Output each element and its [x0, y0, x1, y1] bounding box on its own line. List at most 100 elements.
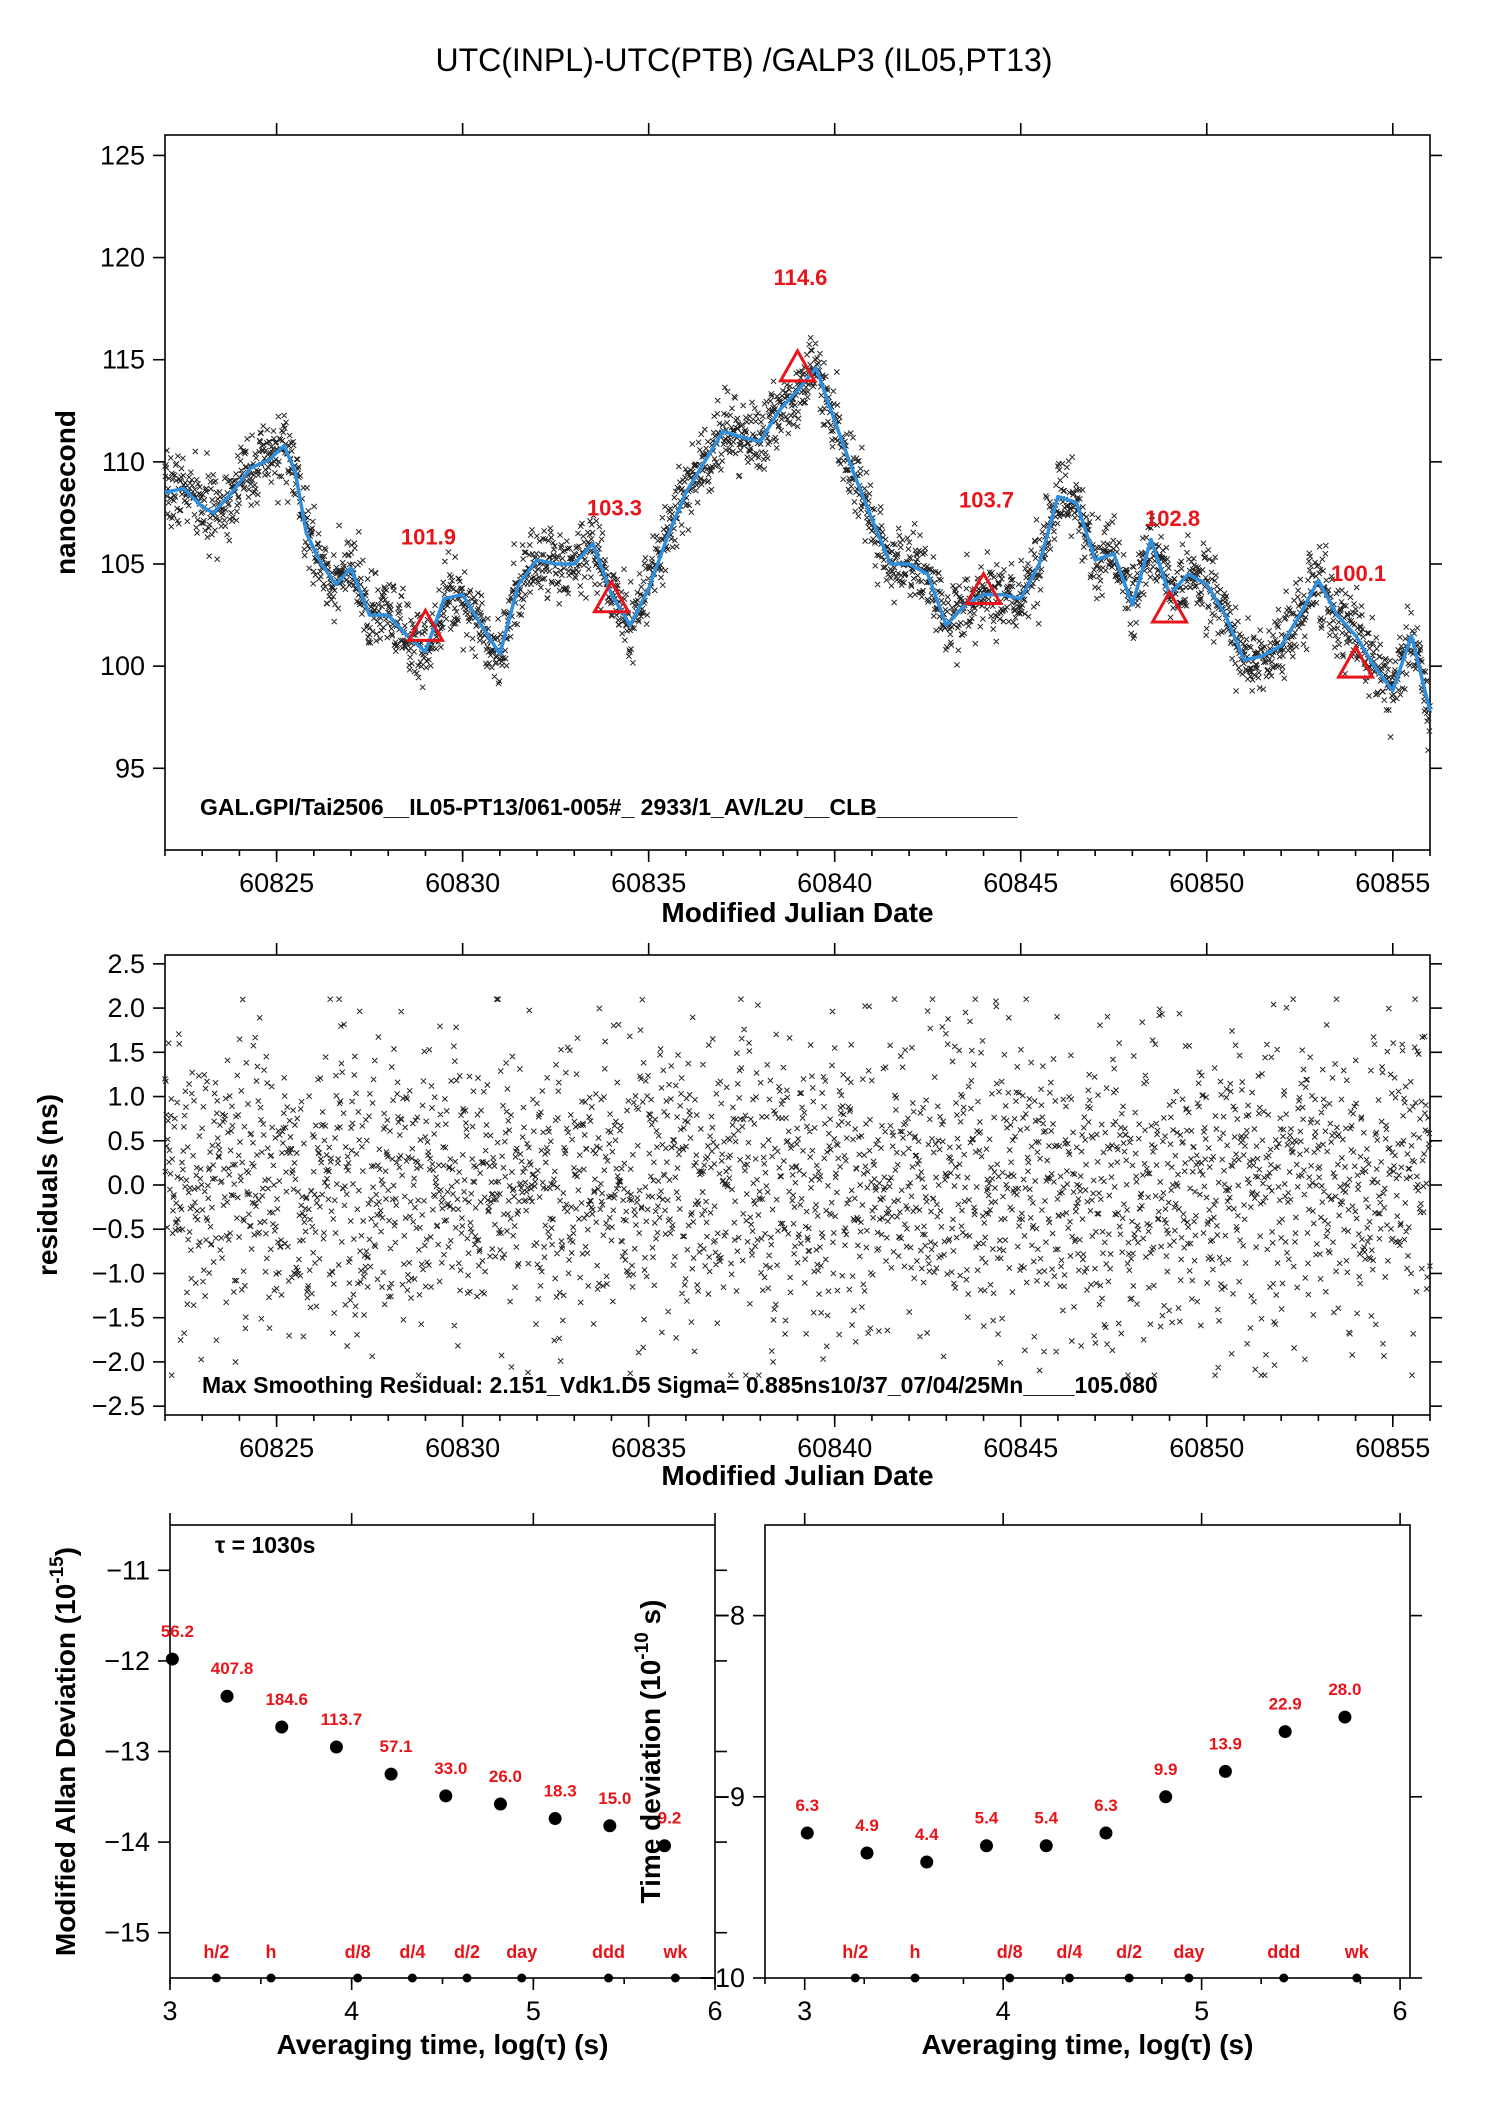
tdev-axes: −10 −9 −8 3 4 5 6 — [699, 1513, 1422, 2026]
top-triangle-marker — [1336, 644, 1376, 679]
res-xtick-label: 60845 — [983, 1433, 1058, 1463]
tdev-time-marker — [1005, 1973, 1015, 1983]
mdev-point — [603, 1819, 617, 1833]
page-title: UTC(INPL)-UTC(PTB) /GALP3 (IL05,PT13) — [435, 42, 1053, 78]
mdev-point-label: 33.0 — [434, 1759, 467, 1778]
tdev-ytick-label: −8 — [714, 1601, 745, 1631]
tdev-point-label: 6.3 — [795, 1796, 819, 1815]
mdev-time-marker — [353, 1973, 363, 1983]
tdev-point — [1218, 1764, 1232, 1778]
res-xtick-label: 60850 — [1169, 1433, 1244, 1463]
mdev-point-label: 15.0 — [598, 1789, 631, 1808]
mdev-point — [493, 1797, 507, 1811]
tdev-time-marker-label: day — [1173, 1942, 1204, 1962]
top-triangle-marker — [777, 347, 818, 383]
mdev-point-label: 18.3 — [544, 1782, 577, 1801]
residuals-note: Max Smoothing Residual: 2.151_Vdk1.D5 Si… — [202, 1372, 1158, 1398]
top-triangle-marker — [1149, 588, 1190, 624]
mdev-point — [657, 1839, 671, 1853]
mdev-time-marker-label: wk — [662, 1942, 688, 1962]
mdev-time-marker — [462, 1973, 472, 1983]
res-axes: −2.5 −2.0 −1.5 −1.0 −0.5 0.0 0.5 1.0 1.5 2.0 2.5 60… — [92, 943, 1442, 1463]
top-ylabel: nanosecond — [50, 410, 81, 575]
tdev-xtick-label: 4 — [996, 1996, 1011, 2026]
mdev-ylabel: Modified Allan Deviation (10-15) — [47, 1547, 81, 1956]
top-xtick-label: 60830 — [425, 868, 500, 898]
res-xtick-label: 60855 — [1355, 1433, 1430, 1463]
res-ytick-label: 0.0 — [107, 1170, 145, 1200]
mdev-point — [329, 1740, 343, 1754]
res-ytick-label: −2.5 — [92, 1391, 145, 1421]
res-ytick-label: 1.0 — [107, 1082, 145, 1112]
mdev-point-label: 57.1 — [380, 1737, 413, 1756]
tdev-point — [1039, 1839, 1053, 1853]
tdev-time-marker — [910, 1973, 920, 1983]
tdev-point — [979, 1839, 993, 1853]
mdev-tau-note: τ = 1030s — [215, 1532, 315, 1558]
res-ytick-label: 2.0 — [107, 993, 145, 1023]
top-frame — [164, 134, 1431, 851]
res-xtick-label: 60830 — [425, 1433, 500, 1463]
res-xtick-label: 60840 — [797, 1433, 872, 1463]
mdev-time-marker-label: d/2 — [454, 1942, 480, 1962]
top-marker-value: 103.3 — [587, 496, 642, 521]
residual-marks — [162, 996, 1433, 1379]
tdev-time-marker — [1184, 1973, 1194, 1983]
mdev-ytick-label: −13 — [104, 1737, 150, 1767]
top-marker-value: 100.1 — [1331, 561, 1386, 586]
tdev-time-marker-label: wk — [1344, 1942, 1370, 1962]
tdev-time-marker-label: h/2 — [842, 1942, 868, 1962]
mdev-frame — [169, 1524, 716, 1979]
top-ytick-label: 100 — [100, 651, 145, 681]
top-ytick-label: 120 — [100, 243, 145, 273]
top-note: GAL.GPI/Tai2506__IL05-PT13/061-005#_ 293… — [200, 794, 1018, 820]
mdev-time-marker-label: d/4 — [399, 1942, 425, 1962]
tdev-xlabel: Averaging time, log(τ) (s) — [922, 2029, 1254, 2060]
mdev-time-marker-label: d/8 — [345, 1942, 371, 1962]
tdev-point — [860, 1846, 874, 1860]
tdev-time-marker-label: d/8 — [997, 1942, 1023, 1962]
mdev-point — [220, 1689, 234, 1703]
mdev-ytick-label: −14 — [104, 1827, 150, 1857]
tdev-time-marker — [850, 1973, 860, 1983]
tdev-time-marker — [1124, 1973, 1134, 1983]
mdev-point — [275, 1720, 289, 1734]
tdev-point — [1278, 1725, 1292, 1739]
tdev-point — [1338, 1710, 1352, 1724]
mdev-axes: −15 −14 −13 −12 −11 3 4 5 6 — [104, 1513, 727, 2026]
tdev-xtick-label: 3 — [797, 1996, 812, 2026]
top-triangle-marker — [591, 578, 632, 614]
res-xtick-label: 60835 — [611, 1433, 686, 1463]
mdev-time-marker — [517, 1973, 527, 1983]
tdev-point-label: 6.3 — [1094, 1796, 1118, 1815]
tdev-time-marker-label: d/2 — [1116, 1942, 1142, 1962]
mdev-time-marker — [407, 1973, 417, 1983]
mdev-point-label: 113.7 — [321, 1710, 363, 1729]
top-ytick-label: 125 — [100, 140, 145, 170]
top-xtick-label: 60825 — [239, 868, 314, 898]
tdev-ytick-label: −10 — [699, 1963, 745, 1993]
tdev-time-marker — [1064, 1973, 1074, 1983]
top-xtick-label: 60850 — [1169, 868, 1244, 898]
tdev-xtick-label: 6 — [1393, 1996, 1408, 2026]
res-ytick-label: −1.0 — [92, 1258, 145, 1288]
mdev-time-marker-label: h/2 — [203, 1942, 229, 1962]
tdev-point-label: 28.0 — [1328, 1680, 1361, 1699]
mdev-point — [384, 1767, 398, 1781]
tdev-point — [920, 1855, 934, 1869]
mdev-point — [439, 1789, 453, 1803]
tdev-xtick-label: 5 — [1194, 1996, 1209, 2026]
tdev-point — [1159, 1790, 1173, 1804]
tdev-time-marker-label: d/4 — [1056, 1942, 1082, 1962]
mdev-time-marker — [211, 1973, 221, 1983]
mdev-point-label: 26.0 — [489, 1767, 522, 1786]
mdev-time-marker — [266, 1973, 276, 1983]
mdev-xtick-label: 4 — [344, 1996, 359, 2026]
res-ytick-label: −1.5 — [92, 1303, 145, 1333]
tdev-frame — [764, 1524, 1411, 1979]
tdev-time-marker — [1279, 1973, 1289, 1983]
top-measurements — [162, 334, 1433, 754]
tdev-point-label: 9.9 — [1154, 1760, 1178, 1779]
tdev-ylabel: Time deviation (10-10 s) — [632, 1600, 666, 1904]
mdev-point-label: 407.8 — [211, 1659, 254, 1678]
